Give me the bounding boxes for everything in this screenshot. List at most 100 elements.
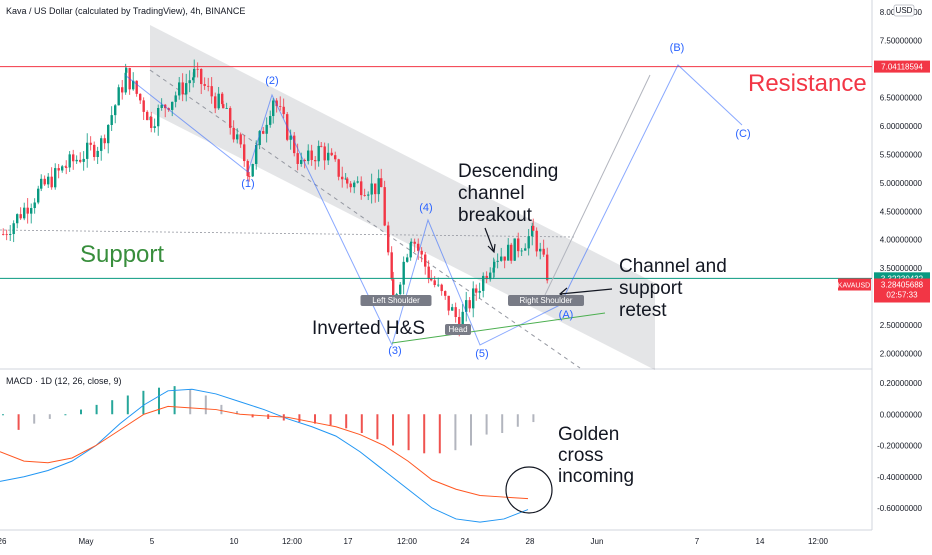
head-label: Head [448,325,467,334]
candle-body [410,241,413,244]
candle-body [79,159,82,162]
macd-tick-label: 0.20000000 [880,379,923,388]
candle-body [349,183,352,188]
candle-body [390,252,393,280]
candle-body [532,225,535,231]
candle-body [314,160,317,162]
candle-body [320,145,323,147]
candle-body [107,124,110,144]
macd-histogram-bar [111,400,114,415]
candle-body [353,182,356,188]
candle-body [193,68,196,78]
candle-body [100,138,103,151]
time-tick-label: 24 [461,537,470,546]
macd-histogram-bar [376,414,379,440]
last-price-value: 3.28405688 [881,281,924,290]
candle-body [363,195,366,196]
candle-body [221,93,224,105]
last-price-countdown: 02:57:33 [886,291,918,300]
macd-histogram-bar [314,414,316,424]
candle-body [409,243,412,258]
price-tick-label: 2.50000000 [880,321,923,330]
candle-body [417,243,420,251]
candle-body [157,108,160,127]
candle-body [96,150,99,157]
candle-body [503,256,506,261]
candle-body [433,280,436,286]
candle-body [117,87,120,106]
candle-body [468,300,471,309]
time-tick-label: 28 [526,537,535,546]
right-shoulder-label-bg [508,295,584,306]
candle-body [232,127,235,140]
candle-body [9,234,12,235]
candle-body [171,101,174,110]
candle-body [23,207,26,219]
candle-body [225,108,228,109]
macd-histogram-bar [236,411,238,415]
candle-body [327,152,330,161]
macd-pane [0,386,553,523]
candle-body [43,178,46,185]
candle-body [282,106,285,115]
candle-body [293,135,296,154]
macd-histogram-bar [470,414,472,446]
right-shoulder-label: Right Shoulder [520,296,573,305]
macd-histogram-bar [516,414,519,427]
candle-body [510,244,513,261]
time-tick-label: May [78,537,93,546]
candle-body [485,275,488,280]
candle-body [440,284,443,292]
macd-histogram-bar [64,414,67,416]
time-tick-label: 26 [0,537,7,546]
price-tick-label: 6.00000000 [880,122,923,131]
candle-body [185,83,188,95]
breakout-label-line: breakout [458,205,533,226]
macd-histogram-bar [298,414,301,423]
macd-histogram-bar [158,387,160,415]
candle-body [323,146,326,161]
wave-label-4: (5) [475,348,488,360]
projection-line [544,74,651,296]
candle-body [492,267,495,273]
candle-body [507,244,510,261]
candle-body [139,93,142,101]
left-shoulder-label-bg [360,295,432,306]
candle-body [472,288,475,309]
candle-body [188,80,191,84]
candle-body [383,187,386,226]
candle-body [255,145,258,165]
macd-histogram-bar [126,395,129,415]
candle-body [57,168,60,171]
candle-body [196,68,199,70]
descending-channel [0,25,655,370]
macd-histogram-bar [220,404,223,415]
macd-histogram-bar [360,414,363,433]
candle-body [496,260,499,262]
candle-body [392,279,395,299]
candle-body [142,100,145,112]
candle-body [317,145,320,162]
candle-body [251,164,254,177]
candle-body [447,295,450,311]
macd-histogram-bar [33,414,36,424]
candle-body [303,159,306,162]
golden-cross-label-line: cross [558,445,603,466]
candle-body [380,178,383,188]
macd-histogram-bar [80,409,82,415]
golden-cross-label-line: incoming [558,466,634,487]
axes: 8.000000007.500000007.000000006.50000000… [0,4,930,546]
candle-body [527,236,530,249]
candle-body [346,178,349,184]
candle-body [520,250,523,252]
candle-body [341,176,344,180]
macd-histogram-bar [2,414,4,416]
time-tick-label: 10 [230,537,239,546]
candle-body [451,307,454,311]
candle-body [539,248,542,252]
candle-body [482,275,485,291]
wave-label-7: (C) [735,128,750,140]
candle-body [103,138,106,144]
candle-body [524,248,527,251]
